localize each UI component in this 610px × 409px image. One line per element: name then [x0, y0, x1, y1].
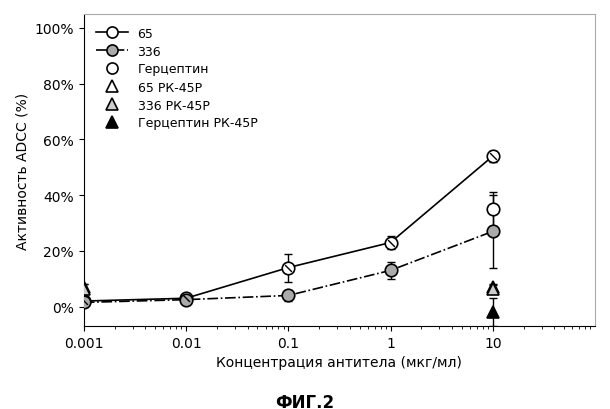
- X-axis label: Концентрация антитела (мкг/мл): Концентрация антитела (мкг/мл): [217, 355, 462, 369]
- Y-axis label: Активность ADCC (%): Активность ADCC (%): [15, 92, 29, 249]
- Legend: 65, 336, Герцептин, 65 РК-45Р, 336 РК-45Р, Герцептин РК-45Р: 65, 336, Герцептин, 65 РК-45Р, 336 РК-45…: [90, 21, 264, 137]
- Text: ФИГ.2: ФИГ.2: [276, 393, 334, 409]
